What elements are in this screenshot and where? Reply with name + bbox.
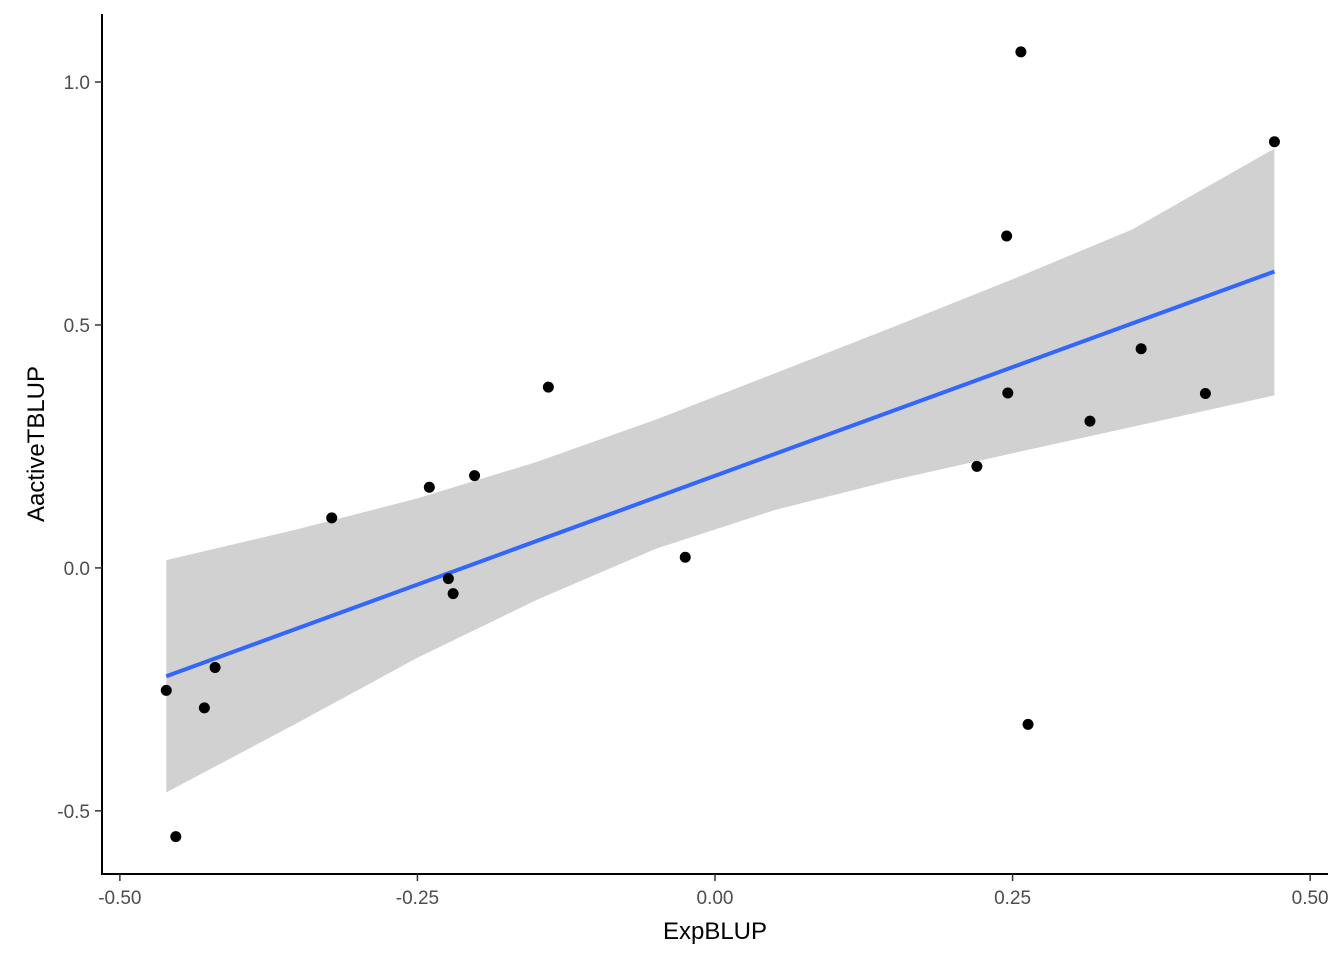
data-point-2: [170, 831, 182, 843]
data-point-1: [160, 684, 172, 696]
data-point-16: [1022, 718, 1034, 730]
data-point-20: [1268, 136, 1280, 148]
y-tick-label: -0.5: [57, 802, 90, 823]
x-tick-label: -0.50: [98, 888, 141, 909]
data-point-12: [971, 460, 983, 472]
x-axis-title: ExpBLUP: [663, 918, 767, 945]
x-tick-label: 0.25: [994, 888, 1031, 909]
data-point-7: [442, 573, 454, 585]
confidence-band-layer: [166, 148, 1275, 793]
y-tick-label: 0.0: [64, 559, 90, 580]
y-axis-title: AactiveTBLUP: [23, 366, 50, 522]
data-point-11: [679, 551, 691, 563]
data-point-15: [1015, 46, 1027, 58]
data-point-19: [1199, 387, 1211, 399]
data-point-6: [423, 481, 435, 493]
data-point-17: [1084, 415, 1096, 427]
fit-line-layer: [165, 269, 1276, 679]
data-point-4: [209, 662, 221, 674]
data-point-9: [469, 470, 481, 482]
y-ticks: -0.5 0.0 0.5 1.0: [57, 73, 102, 823]
regression-line: [165, 269, 1276, 679]
data-point-13: [1001, 230, 1013, 242]
y-tick-label: 1.0: [64, 73, 90, 94]
y-tick-label: 0.5: [64, 316, 90, 337]
x-ticks: -0.50 -0.25 0.00 0.25 0.50: [98, 874, 1329, 909]
x-tick-label: -0.25: [396, 888, 439, 909]
data-point-3: [198, 702, 210, 714]
x-tick-label: 0.00: [697, 888, 734, 909]
data-point-10: [542, 381, 554, 393]
data-points-layer: [160, 46, 1280, 843]
x-tick-label: 0.50: [1292, 888, 1329, 909]
data-point-5: [326, 512, 338, 524]
data-point-14: [1002, 387, 1014, 399]
confidence-band: [166, 148, 1275, 793]
data-point-18: [1135, 343, 1147, 355]
data-point-8: [447, 588, 459, 600]
